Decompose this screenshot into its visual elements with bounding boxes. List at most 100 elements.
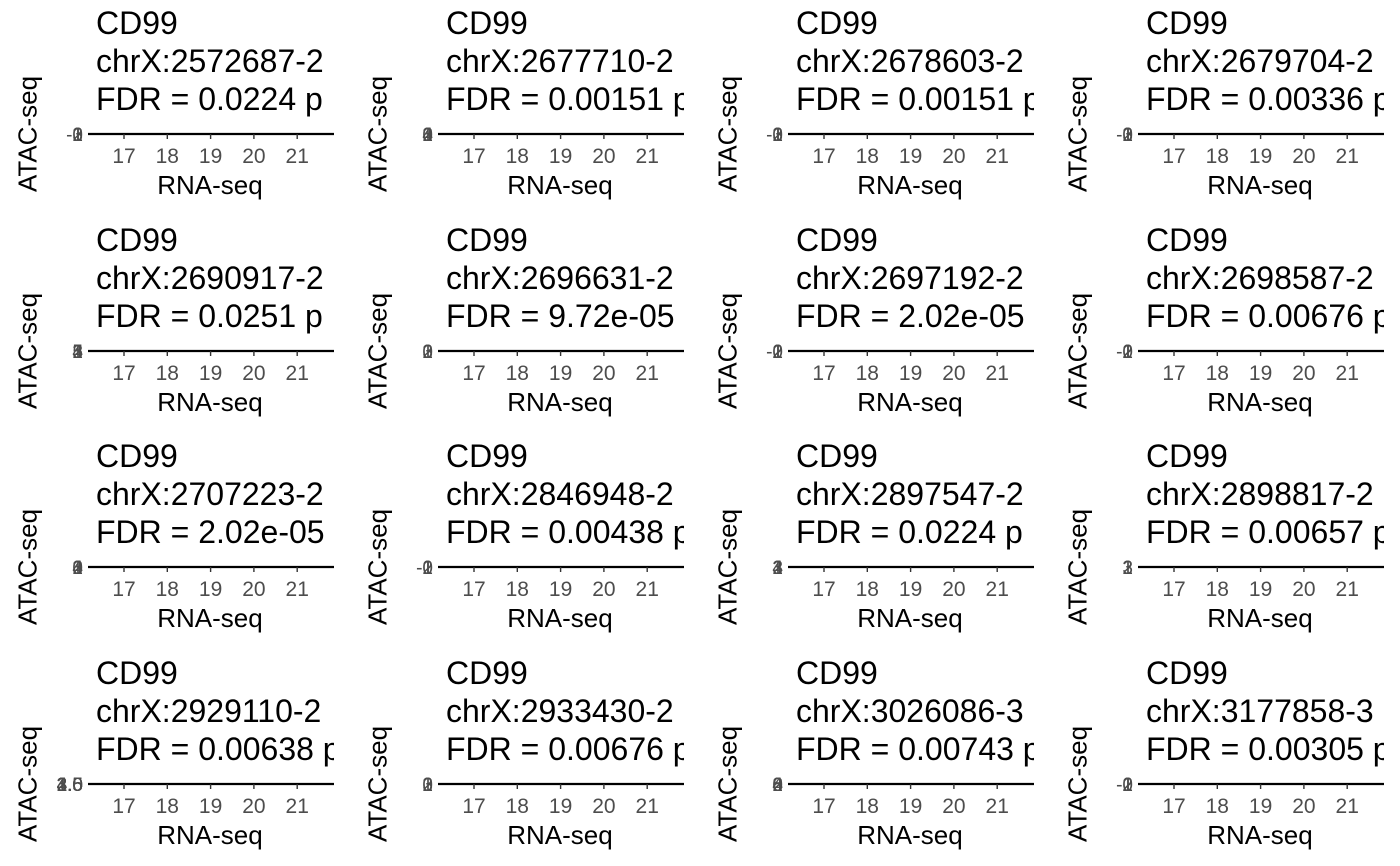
y-tick-label: 1 [422, 342, 433, 363]
x-tick-label: 17 [112, 795, 135, 818]
panel-region: chrX:2929110-2 [96, 692, 322, 729]
panel-region: chrX:2696631-2 [446, 259, 674, 296]
panel-fdr: FDR = 0.00657 p [1146, 514, 1384, 550]
y-axis-label: ATAC-seq [362, 508, 393, 626]
panel-gene: CD99 [446, 438, 528, 474]
facet-panel: CD99 chrX:2677710-2 FDR = 0.00151 p 17 18 19 2… [350, 0, 700, 217]
y-axis-label: ATAC-seq [712, 75, 743, 193]
x-tick-label: 17 [462, 145, 485, 168]
y-tick-label: 1 [1122, 558, 1133, 579]
x-axis-label: RNA-seq [1207, 603, 1313, 633]
panel-title: CD99 chrX:2707223-2 FDR = 2.02e-05 [96, 437, 334, 551]
x-tick-label: 18 [856, 145, 879, 168]
panel-fdr: FDR = 0.0224 p [796, 514, 1023, 550]
y-tick-label: 3 [1122, 558, 1133, 579]
y-tick-label: 0 [772, 125, 783, 146]
x-tick-label: 17 [1162, 145, 1185, 168]
y-tick-label: 0 [1122, 342, 1133, 363]
x-tick-label: 21 [286, 578, 309, 601]
y-tick-label: 1 [1122, 775, 1133, 796]
panel-gene: CD99 [96, 654, 178, 691]
panel-title: CD99 chrX:2679704-2 FDR = 0.00336 p [1146, 4, 1384, 118]
x-tick-label: 21 [986, 795, 1009, 818]
y-tick-label: -2 [1116, 775, 1133, 796]
panel-fdr: FDR = 0.00743 p [796, 730, 1034, 767]
panel-plot: 17 18 19 20 21 -2-101 [416, 558, 684, 601]
x-tick-label: 20 [592, 145, 615, 168]
panel-region: chrX:2697192-2 [796, 259, 1024, 296]
y-tick-label: 4 [772, 558, 783, 579]
x-tick-label: 19 [1249, 795, 1272, 818]
facet-panel: CD99 chrX:2707223-2 FDR = 2.02e-05 17 18 19 20… [0, 433, 350, 650]
y-tick-label: 1 [772, 558, 783, 579]
y-tick-label: 3 [772, 558, 783, 579]
panel-fdr: FDR = 0.0251 p [96, 297, 323, 334]
x-tick-label: 19 [899, 578, 922, 601]
y-tick-label: 2 [772, 342, 783, 363]
facet-panel: CD99 chrX:2572687-2 FDR = 0.0224 p 17 18 19 20… [0, 0, 350, 217]
y-tick-label: 1.5 [57, 775, 83, 796]
facet-panel: CD99 chrX:2679704-2 FDR = 0.00336 p 17 18 19 2… [1050, 0, 1400, 217]
panel-fdr: FDR = 0.0224 p [96, 81, 323, 117]
y-tick-label: 2 [72, 125, 83, 146]
x-tick-label: 21 [636, 578, 659, 601]
x-tick-label: 20 [242, 362, 265, 385]
x-tick-label: 18 [506, 362, 529, 385]
y-tick-label: 2.0 [57, 775, 83, 796]
x-tick-label: 18 [856, 795, 879, 818]
y-tick-label: 2 [1122, 558, 1133, 579]
x-tick-label: 18 [506, 145, 529, 168]
y-tick-label: -1 [1116, 775, 1133, 796]
facet-panel: CD99 chrX:3177858-3 FDR = 0.00305 p 17 18 19 2… [1050, 650, 1400, 866]
x-tick-label: 21 [286, 362, 309, 385]
panel-gene: CD99 [1146, 438, 1228, 474]
panel-region: chrX:2572687-2 [96, 43, 324, 79]
x-axis-label: RNA-seq [857, 170, 963, 200]
x-tick-label: 20 [942, 362, 965, 385]
x-tick-label: 20 [592, 795, 615, 818]
x-tick-label: 18 [506, 578, 529, 601]
y-tick-label: 2 [772, 558, 783, 579]
panel-fdr: FDR = 0.00305 p [1146, 730, 1384, 767]
x-tick-label: 18 [156, 795, 179, 818]
y-tick-label: 0 [72, 125, 83, 146]
panel-gene: CD99 [1146, 221, 1228, 258]
y-tick-label: 6 [772, 775, 783, 796]
x-tick-label: 20 [1292, 145, 1315, 168]
y-tick-label: 4.5 [57, 775, 83, 796]
panel-plot: 17 18 19 20 21 123 [1122, 558, 1384, 601]
facet-panel: CD99 chrX:2929110-2 FDR = 0.00638 p 17 18 19 2… [0, 650, 350, 866]
x-tick-label: 17 [1162, 795, 1185, 818]
x-axis-label: RNA-seq [1207, 819, 1313, 850]
x-tick-label: 19 [549, 362, 572, 385]
panel-region: chrX:2897547-2 [796, 476, 1024, 512]
x-tick-label: 20 [1292, 795, 1315, 818]
panel-fdr: FDR = 0.00438 p [446, 514, 684, 550]
x-tick-label: 18 [506, 795, 529, 818]
x-axis-label: RNA-seq [157, 386, 263, 417]
facet-panel: CD99 chrX:2898817-2 FDR = 0.00657 p 17 18 19 2… [1050, 433, 1400, 650]
x-tick-label: 18 [1206, 795, 1229, 818]
y-tick-label: 2 [72, 342, 83, 363]
x-tick-label: 20 [592, 362, 615, 385]
y-tick-label: 8 [772, 775, 783, 796]
x-tick-label: 20 [242, 578, 265, 601]
y-tick-label: 2 [772, 125, 783, 146]
y-axis-label: ATAC-seq [1062, 75, 1093, 193]
x-tick-label: 17 [462, 795, 485, 818]
y-tick-label: -2 [766, 342, 783, 363]
y-tick-label: 2 [422, 342, 433, 363]
y-tick-label: 1 [72, 125, 83, 146]
y-axis-label: ATAC-seq [362, 75, 393, 193]
y-tick-label: 2 [772, 775, 783, 796]
x-tick-label: 20 [1292, 578, 1315, 601]
x-tick-label: 17 [112, 145, 135, 168]
x-tick-label: 21 [1336, 145, 1359, 168]
panel-title: CD99 chrX:2933430-2 FDR = 0.00676 p [446, 654, 684, 768]
y-tick-label: 3.0 [57, 775, 83, 796]
